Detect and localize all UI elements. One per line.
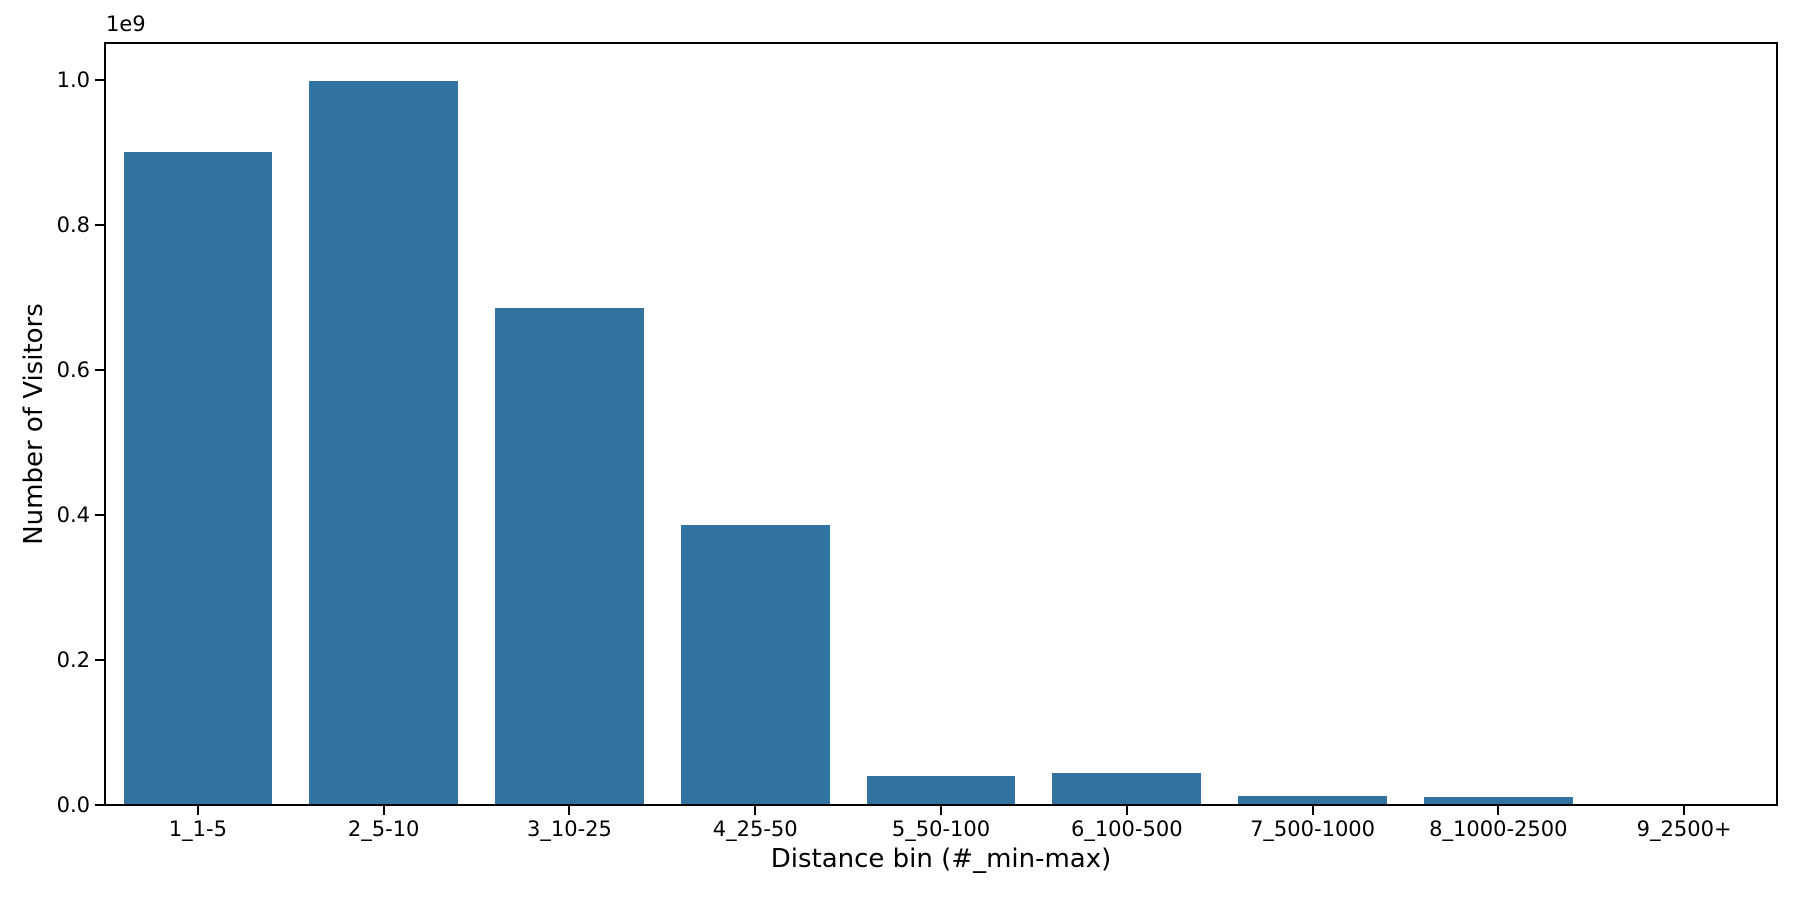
y-tick-mark-0.4 [95, 513, 105, 516]
axis-spine-left [104, 42, 106, 806]
bar-8_1000-2500 [1424, 797, 1573, 805]
axis-spine-right [1776, 42, 1778, 806]
x-tick-label-5_50-100: 5_50-100 [891, 817, 991, 841]
y-tick-label-0.2: 0.2 [56, 647, 90, 672]
y-tick-mark-0.2 [95, 658, 105, 661]
x-tick-mark-6_100-500 [1125, 806, 1128, 815]
x-tick-label-6_100-500: 6_100-500 [1070, 817, 1183, 841]
axis-spine-bottom [104, 804, 1778, 806]
y-tick-mark-0.8 [95, 223, 105, 226]
y-axis-offset-text: 1e9 [106, 12, 146, 36]
x-tick-mark-9_2500+ [1683, 806, 1686, 815]
x-axis-label: Distance bin (#_min-max) [770, 844, 1112, 874]
y-tick-mark-1.0 [95, 78, 105, 81]
bar-6_100-500 [1052, 773, 1202, 805]
bar-5_50-100 [866, 775, 1016, 805]
bar-2_5-10 [309, 81, 458, 805]
x-tick-mark-4_25-50 [754, 806, 757, 815]
bar-1_1-5 [123, 152, 273, 805]
y-tick-label-0.6: 0.6 [56, 357, 90, 382]
x-tick-label-9_2500+: 9_2500+ [1636, 817, 1732, 841]
x-tick-mark-2_5-10 [382, 806, 385, 815]
bar-3_10-25 [495, 308, 644, 805]
x-tick-label-7_500-1000: 7_500-1000 [1250, 817, 1376, 841]
x-tick-label-1_1-5: 1_1-5 [168, 817, 227, 841]
x-tick-label-8_1000-2500: 8_1000-2500 [1429, 817, 1568, 841]
x-tick-mark-1_1-5 [196, 806, 199, 815]
bar-4_25-50 [680, 525, 830, 805]
y-tick-label-0.4: 0.4 [56, 502, 90, 527]
x-tick-mark-7_500-1000 [1311, 806, 1314, 815]
x-tick-label-4_25-50: 4_25-50 [712, 817, 798, 841]
x-tick-label-3_10-25: 3_10-25 [526, 817, 612, 841]
bar-7_500-1000 [1238, 796, 1387, 805]
x-tick-label-2_5-10: 2_5-10 [347, 817, 420, 841]
y-tick-mark-0.0 [95, 804, 105, 806]
x-tick-mark-3_10-25 [568, 806, 571, 815]
x-tick-mark-5_50-100 [940, 806, 942, 815]
y-tick-mark-0.6 [95, 368, 105, 371]
y-tick-label-0.0: 0.0 [56, 793, 90, 817]
x-tick-mark-8_1000-2500 [1497, 806, 1500, 815]
y-tick-label-1.0: 1.0 [56, 67, 90, 92]
axis-spine-top [104, 42, 1778, 44]
y-tick-label-0.8: 0.8 [56, 212, 90, 237]
